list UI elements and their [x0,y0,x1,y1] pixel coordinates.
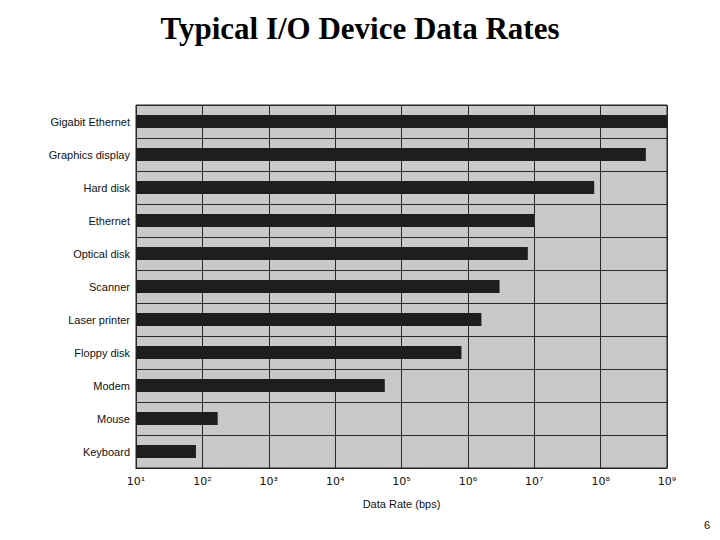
svg-text:Data Rate (bps): Data Rate (bps) [363,498,441,510]
svg-text:10²: 10² [193,475,211,488]
svg-text:10¹: 10¹ [127,475,145,488]
svg-text:Mouse: Mouse [97,413,130,425]
svg-text:Optical disk: Optical disk [73,248,130,260]
svg-text:10⁵: 10⁵ [392,475,410,488]
svg-text:10⁹: 10⁹ [658,475,676,488]
svg-text:10³: 10³ [260,475,278,488]
svg-text:10⁷: 10⁷ [525,475,543,488]
svg-text:Floppy disk: Floppy disk [74,347,130,359]
svg-text:6: 6 [704,519,710,531]
svg-text:Hard disk: Hard disk [84,182,131,194]
svg-text:10⁴: 10⁴ [326,475,345,488]
svg-text:Laser printer: Laser printer [68,314,130,326]
svg-text:Ethernet: Ethernet [88,215,130,227]
svg-text:10⁶: 10⁶ [459,475,478,488]
svg-text:Graphics display: Graphics display [49,149,131,161]
svg-text:Modem: Modem [93,380,130,392]
svg-text:Typical I/O Device Data Rates: Typical I/O Device Data Rates [161,11,560,46]
svg-text:Keyboard: Keyboard [83,446,130,458]
svg-text:10⁸: 10⁸ [591,475,610,488]
svg-text:Gigabit Ethernet: Gigabit Ethernet [51,116,131,128]
svg-text:Scanner: Scanner [89,281,130,293]
